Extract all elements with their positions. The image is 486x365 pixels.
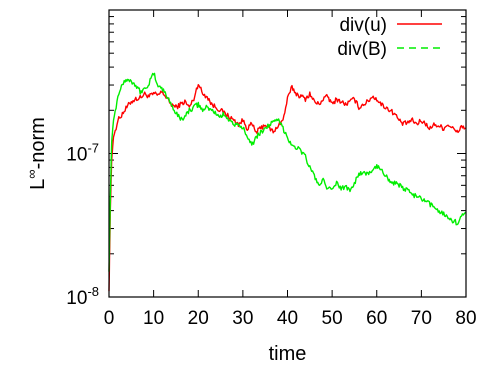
plot-frame [108, 9, 467, 298]
x-tick-label-1: 10 [143, 308, 164, 329]
y-tick-label-base-1: 10 [66, 145, 87, 166]
x-tick-label-5: 50 [322, 308, 343, 329]
x-tick-label-4: 40 [277, 308, 298, 329]
plot-series [108, 72, 467, 292]
x-tick-label-8: 80 [455, 308, 476, 329]
y-axis-title: L∞-norm [24, 117, 49, 190]
x-tick-label-3: 30 [232, 308, 253, 329]
y-tick-label-exp-0: -8 [87, 284, 99, 299]
y-tick-labels: 10-810-7 [66, 141, 99, 310]
series-line-div-u [108, 84, 467, 292]
y-tick-label-exp-1: -7 [87, 141, 99, 156]
x-axis-title: time [269, 343, 307, 365]
y-axis-title-rest: -norm [27, 117, 49, 169]
y-axis-title-sup: ∞ [24, 169, 39, 178]
x-tick-label-2: 20 [188, 308, 209, 329]
legend-label-div-b: div(B) [337, 39, 387, 60]
x-tick-label-6: 60 [366, 308, 387, 329]
y-axis-title-base: L [27, 179, 49, 190]
series-line-div-b [108, 72, 467, 272]
x-tick-label-7: 70 [411, 308, 432, 329]
y-tick-label-base-0: 10 [66, 288, 87, 309]
y-tick-label-0: 10-8 [66, 284, 99, 309]
legend: div(u) div(B) [337, 15, 442, 60]
y-tick-label-1: 10-7 [66, 141, 99, 166]
x-tick-label-0: 0 [104, 308, 115, 329]
axis-ticks [108, 10, 467, 298]
legend-label-div-u: div(u) [339, 15, 387, 36]
x-tick-labels: 0 10 20 30 40 50 60 70 80 [104, 308, 477, 329]
